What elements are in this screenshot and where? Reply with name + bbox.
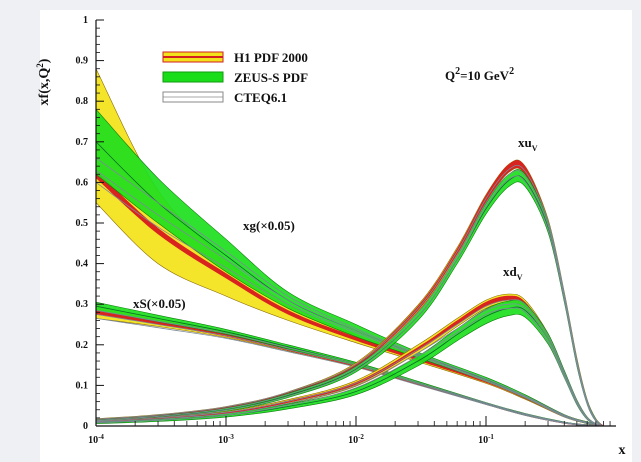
y-tick-label: 1 (83, 15, 88, 26)
cteq-upper-xdv (96, 299, 604, 426)
y-tick-label: 0.7 (76, 137, 89, 148)
x-tick-base: 10 (88, 435, 98, 446)
legend-item: ZEUS-S PDF (162, 70, 308, 85)
x-tick-base: 10 (348, 435, 358, 446)
cteq-central-xuv (96, 170, 604, 426)
x-tick-label: 10-3 (218, 433, 234, 446)
cteq-lower-xs (96, 318, 604, 426)
legend-label: H1 PDF 2000 (234, 50, 308, 65)
legend-item: CTEQ6.1 (162, 90, 287, 105)
y-tick-label: 0.1 (76, 380, 89, 391)
curve-label-sub: V (517, 273, 523, 282)
y-axis-label-main: xf(x,Q (37, 68, 52, 106)
y-axis-label-tail: ) (37, 58, 52, 63)
q2-sup2: 2 (509, 66, 514, 77)
q2-main: Q (445, 68, 455, 83)
labels: xf(x,Q2)xQ2=10 GeV2xuVxdVxg(×0.05)xS(×0.… (35, 58, 626, 458)
legend-swatch (162, 71, 224, 83)
curve-label-xs: xS(×0.05) (133, 296, 186, 311)
pdf-bands (96, 68, 604, 426)
cteq-upper-xuv (96, 164, 604, 426)
x-tick-base: 10 (218, 435, 228, 446)
curve-label-main: xd (503, 264, 518, 279)
legend-label: ZEUS-S PDF (234, 70, 308, 85)
curve-label-xuv: xuV (518, 135, 538, 153)
curve-label-xdv: xdV (503, 264, 523, 282)
y-tick-label: 0 (83, 421, 88, 432)
y-tick-label: 0.6 (76, 177, 89, 188)
x-tick-exp: -4 (98, 433, 104, 441)
cteq-lower-xdv (96, 307, 604, 426)
y-tick-label: 0.8 (76, 96, 89, 107)
x-tick-exp: -2 (358, 433, 364, 441)
y-tick-label: 0.3 (76, 299, 89, 310)
x-axis-label: x (619, 443, 626, 458)
curve-label-sub: V (532, 144, 538, 153)
y-tick-label: 0.4 (76, 259, 89, 270)
q2-middle: =10 GeV (460, 68, 510, 83)
q2-sup1: 2 (455, 66, 460, 77)
y-axis-label: xf(x,Q2) (35, 58, 52, 105)
x-tick-exp: -3 (228, 433, 234, 441)
y-tick-label: 0.2 (76, 340, 89, 351)
series-xuv (96, 159, 604, 426)
cteq-lower-xuv (96, 175, 604, 426)
y-tick-label: 0.5 (76, 218, 89, 229)
cteq-central-xdv (96, 303, 604, 426)
legend-item: H1 PDF 2000 (162, 50, 308, 65)
x-tick-label: 10-1 (478, 433, 494, 446)
y-axis-label-sup: 2 (35, 63, 45, 68)
cteq-upper-xg (96, 157, 604, 426)
x-tick-exp: -1 (488, 433, 494, 441)
y-tick-label: 0.9 (76, 56, 89, 67)
curve-label-main: xu (518, 135, 532, 150)
x-tick-label: 10-4 (88, 433, 104, 446)
q2-annotation: Q2=10 GeV2 (445, 66, 514, 83)
legend-label: CTEQ6.1 (234, 90, 287, 105)
curve-label-main: xg(×0.05) (243, 218, 295, 233)
curve-label-xg: xg(×0.05) (243, 218, 295, 233)
x-tick-label: 10-2 (348, 433, 364, 446)
h1-central-xs (96, 310, 604, 426)
legend: H1 PDF 2000 ZEUS-S PDF CTEQ6.1 (162, 50, 308, 105)
x-tick-base: 10 (478, 435, 488, 446)
curve-label-main: xS(×0.05) (133, 296, 186, 311)
cteq-central-xg (96, 169, 604, 426)
